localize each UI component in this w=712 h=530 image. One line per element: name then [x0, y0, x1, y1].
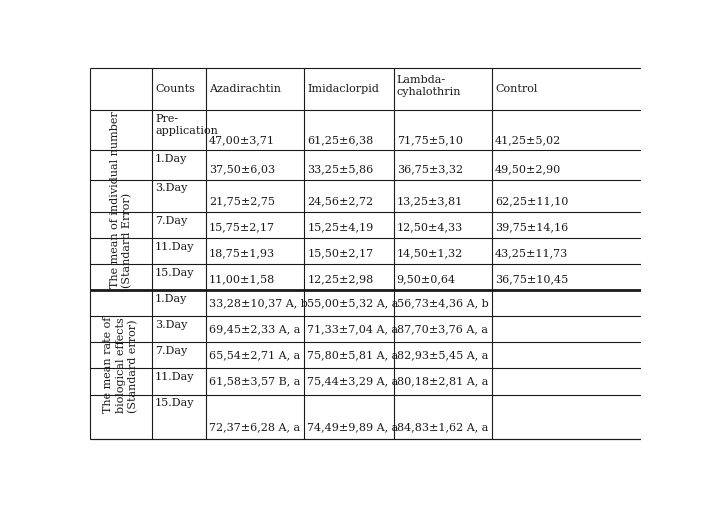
- Text: 7.Day: 7.Day: [155, 216, 187, 226]
- Text: 82,93±5,45 A, a: 82,93±5,45 A, a: [397, 350, 488, 360]
- Text: Control: Control: [495, 84, 538, 94]
- Text: 15.Day: 15.Day: [155, 399, 194, 409]
- Text: 43,25±11,73: 43,25±11,73: [495, 249, 568, 259]
- Text: 65,54±2,71 A, a: 65,54±2,71 A, a: [209, 350, 300, 360]
- Text: 69,45±2,33 A, a: 69,45±2,33 A, a: [209, 324, 300, 334]
- Text: 72,37±6,28 A, a: 72,37±6,28 A, a: [209, 422, 300, 432]
- Text: 15,75±2,17: 15,75±2,17: [209, 223, 275, 233]
- Text: 71,75±5,10: 71,75±5,10: [397, 135, 463, 145]
- Text: 84,83±1,62 A, a: 84,83±1,62 A, a: [397, 422, 488, 432]
- Text: 41,25±5,02: 41,25±5,02: [495, 135, 561, 145]
- Text: 14,50±1,32: 14,50±1,32: [397, 249, 463, 259]
- Text: 3.Day: 3.Day: [155, 183, 187, 193]
- Text: 80,18±2,81 A, a: 80,18±2,81 A, a: [397, 376, 488, 386]
- Text: 37,50±6,03: 37,50±6,03: [209, 164, 276, 174]
- Text: Imidaclorpid: Imidaclorpid: [308, 84, 379, 94]
- Text: 33,25±5,86: 33,25±5,86: [308, 164, 374, 174]
- Text: 47,00±3,71: 47,00±3,71: [209, 135, 275, 145]
- Text: 12,25±2,98: 12,25±2,98: [308, 275, 374, 285]
- Text: 71,33±7,04 A, a: 71,33±7,04 A, a: [308, 324, 399, 334]
- Text: 75,44±3,29 A, a: 75,44±3,29 A, a: [308, 376, 399, 386]
- Text: 3.Day: 3.Day: [155, 320, 187, 330]
- Text: 13,25±3,81: 13,25±3,81: [397, 196, 463, 206]
- Text: 9,50±0,64: 9,50±0,64: [397, 275, 456, 285]
- Text: 36,75±10,45: 36,75±10,45: [495, 275, 568, 285]
- Text: The mean of individual number
(Standard Error): The mean of individual number (Standard …: [110, 112, 132, 288]
- Text: 12,50±4,33: 12,50±4,33: [397, 223, 463, 233]
- Text: 15,50±2,17: 15,50±2,17: [308, 249, 373, 259]
- Text: 21,75±2,75: 21,75±2,75: [209, 196, 275, 206]
- Text: Azadirachtin: Azadirachtin: [209, 84, 281, 94]
- Text: Counts: Counts: [155, 84, 195, 94]
- Text: Pre-
application: Pre- application: [155, 114, 218, 136]
- Text: 11.Day: 11.Day: [155, 242, 194, 252]
- Text: 39,75±14,16: 39,75±14,16: [495, 223, 568, 233]
- Text: 33,28±10,37 A, b: 33,28±10,37 A, b: [209, 298, 308, 308]
- Text: 15.Day: 15.Day: [155, 268, 194, 278]
- Text: 1.Day: 1.Day: [155, 154, 187, 164]
- Text: 74,49±9,89 A, a: 74,49±9,89 A, a: [308, 422, 399, 432]
- Text: Lambda-
cyhalothrin: Lambda- cyhalothrin: [397, 75, 461, 97]
- Text: 18,75±1,93: 18,75±1,93: [209, 249, 276, 259]
- Text: The mean rate of
biological effects
(Standard error): The mean rate of biological effects (Sta…: [103, 316, 139, 413]
- Text: 24,56±2,72: 24,56±2,72: [308, 196, 373, 206]
- Text: 61,25±6,38: 61,25±6,38: [308, 135, 374, 145]
- Text: 36,75±3,32: 36,75±3,32: [397, 164, 463, 174]
- Text: 7.Day: 7.Day: [155, 346, 187, 356]
- Text: 15,25±4,19: 15,25±4,19: [308, 223, 374, 233]
- Text: 62,25±11,10: 62,25±11,10: [495, 196, 568, 206]
- Text: 11,00±1,58: 11,00±1,58: [209, 275, 276, 285]
- Text: 61,58±3,57 B, a: 61,58±3,57 B, a: [209, 376, 300, 386]
- Text: 87,70±3,76 A, a: 87,70±3,76 A, a: [397, 324, 488, 334]
- Text: 75,80±5,81 A, a: 75,80±5,81 A, a: [308, 350, 399, 360]
- Text: 55,00±5,32 A, a: 55,00±5,32 A, a: [308, 298, 399, 308]
- Text: 49,50±2,90: 49,50±2,90: [495, 164, 561, 174]
- Text: 1.Day: 1.Day: [155, 294, 187, 304]
- Text: 11.Day: 11.Day: [155, 372, 194, 382]
- Text: 56,73±4,36 A, b: 56,73±4,36 A, b: [397, 298, 488, 308]
